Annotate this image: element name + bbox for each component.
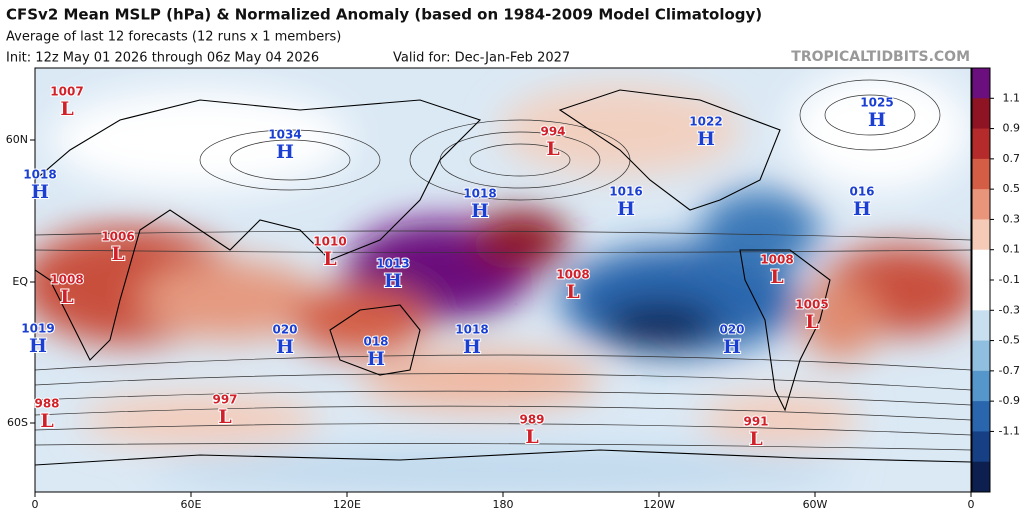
center-value: 1025 (860, 96, 893, 110)
x-tick-label: 120W (643, 498, 675, 511)
center-value: 997 (212, 393, 237, 407)
center-letter: H (617, 198, 635, 220)
center-letter: L (566, 281, 579, 303)
colorbar-label: 0.5 (1003, 182, 1021, 195)
center-value: 1022 (689, 115, 722, 129)
center-value: 016 (849, 185, 874, 199)
center-letter: L (525, 426, 538, 448)
center-letter: H (868, 109, 886, 131)
center-value: 1008 (556, 268, 589, 282)
center-value: 1005 (795, 298, 828, 312)
center-value: 1018 (455, 323, 488, 337)
y-tick-label: 60S (7, 416, 28, 429)
center-letter: L (749, 428, 762, 450)
center-letter: L (805, 311, 818, 333)
y-tick-label: EQ (12, 275, 28, 288)
colorbar-label: 1.1 (1003, 91, 1021, 104)
isobars (35, 79, 971, 451)
y-tick-label: 60N (6, 133, 28, 146)
center-value: 1006 (101, 230, 134, 244)
colorbar-swatch (972, 98, 990, 130)
center-letter: H (276, 336, 294, 358)
center-letter: H (697, 128, 715, 150)
center-letter: L (40, 410, 53, 432)
center-letter: H (367, 348, 385, 370)
center-value: 1019 (21, 322, 54, 336)
colorbar-swatch (972, 431, 990, 463)
colorbar-swatch (972, 340, 990, 372)
colorbar-swatch (972, 158, 990, 190)
x-tick-label: 60W (803, 498, 828, 511)
center-letter: L (60, 286, 73, 308)
center-value: 1018 (463, 187, 496, 201)
center-letter: H (276, 141, 294, 163)
center-letter: H (471, 200, 489, 222)
colorbar-label: 0.3 (1003, 212, 1021, 225)
center-value: 1008 (50, 273, 83, 287)
center-value: 1018 (23, 168, 56, 182)
colorbar-swatch (972, 310, 990, 342)
colorbar-swatch (972, 189, 990, 220)
colorbar-label: -0.3 (999, 303, 1020, 316)
colorbar-swatch (972, 128, 990, 160)
center-value: 1007 (50, 85, 83, 99)
center-letter: L (111, 243, 124, 265)
valid-time: Valid for: Dec-Jan-Feb 2027 (393, 51, 570, 66)
coastlines (35, 89, 971, 466)
center-letter: L (546, 138, 559, 160)
colorbar-swatch (972, 370, 990, 402)
x-tick-label: 120E (333, 498, 361, 511)
center-letter: L (770, 266, 783, 288)
center-letter: H (29, 335, 47, 357)
colorbar-label: -1.1 (999, 424, 1020, 437)
colorbar-swatch (972, 461, 990, 493)
center-value: 018 (363, 335, 388, 349)
center-value: 1034 (268, 128, 301, 142)
x-tick-label: 0 (32, 498, 39, 511)
subtitle: Average of last 12 forecasts (12 runs x … (6, 30, 341, 45)
center-value: 989 (519, 413, 544, 427)
center-value: 1013 (376, 257, 409, 271)
colorbar-swatch (972, 280, 990, 311)
x-tick-label: 180 (493, 498, 514, 511)
center-value: 988 (34, 397, 59, 411)
center-letter: H (853, 198, 871, 220)
colorbar-swatch (972, 68, 990, 99)
x-tick-label: 60E (181, 498, 202, 511)
center-letter: H (31, 181, 49, 203)
center-letter: L (218, 406, 231, 428)
colorbar-swatch (972, 401, 990, 432)
center-letter: H (384, 270, 402, 292)
center-value: 994 (540, 125, 565, 139)
y-axis: 60N EQ 60S (6, 133, 35, 429)
colorbar-label: 0.1 (1003, 243, 1021, 256)
center-value: 020 (719, 323, 744, 337)
title: CFSv2 Mean MSLP (hPa) & Normalized Anoma… (6, 6, 762, 24)
map (35, 68, 971, 492)
center-letter: L (323, 248, 336, 270)
colorbar-label: -0.7 (999, 364, 1020, 377)
colorbar-swatch (972, 249, 990, 281)
init-time: Init: 12z May 01 2026 through 06z May 04… (6, 51, 319, 66)
colorbar-label: -0.9 (999, 394, 1020, 407)
center-letter: H (723, 336, 741, 358)
colorbar-label: 0.7 (1003, 152, 1021, 165)
colorbar-label: -0.5 (999, 334, 1020, 347)
colorbar: 1.1 0.9 0.7 0.5 0.3 0.1 -0.1 -0.3 -0.5 -0.7 -0.9 -1… (971, 67, 1021, 493)
colorbar-label: 0.9 (1003, 122, 1021, 135)
center-value: 1016 (609, 185, 642, 199)
x-axis: 0 60E 120E 180 120W 60W 0 (32, 492, 975, 511)
colorbar-label: -0.1 (999, 273, 1020, 286)
watermark: TROPICALTIDBITS.COM (791, 49, 970, 65)
center-value: 991 (743, 415, 768, 429)
center-value: 1008 (760, 253, 793, 267)
center-letter: H (463, 336, 481, 358)
center-letter: L (60, 98, 73, 120)
x-tick-label: 0 (968, 498, 975, 511)
center-value: 020 (272, 323, 297, 337)
center-value: 1010 (313, 235, 346, 249)
colorbar-swatch (972, 219, 990, 251)
